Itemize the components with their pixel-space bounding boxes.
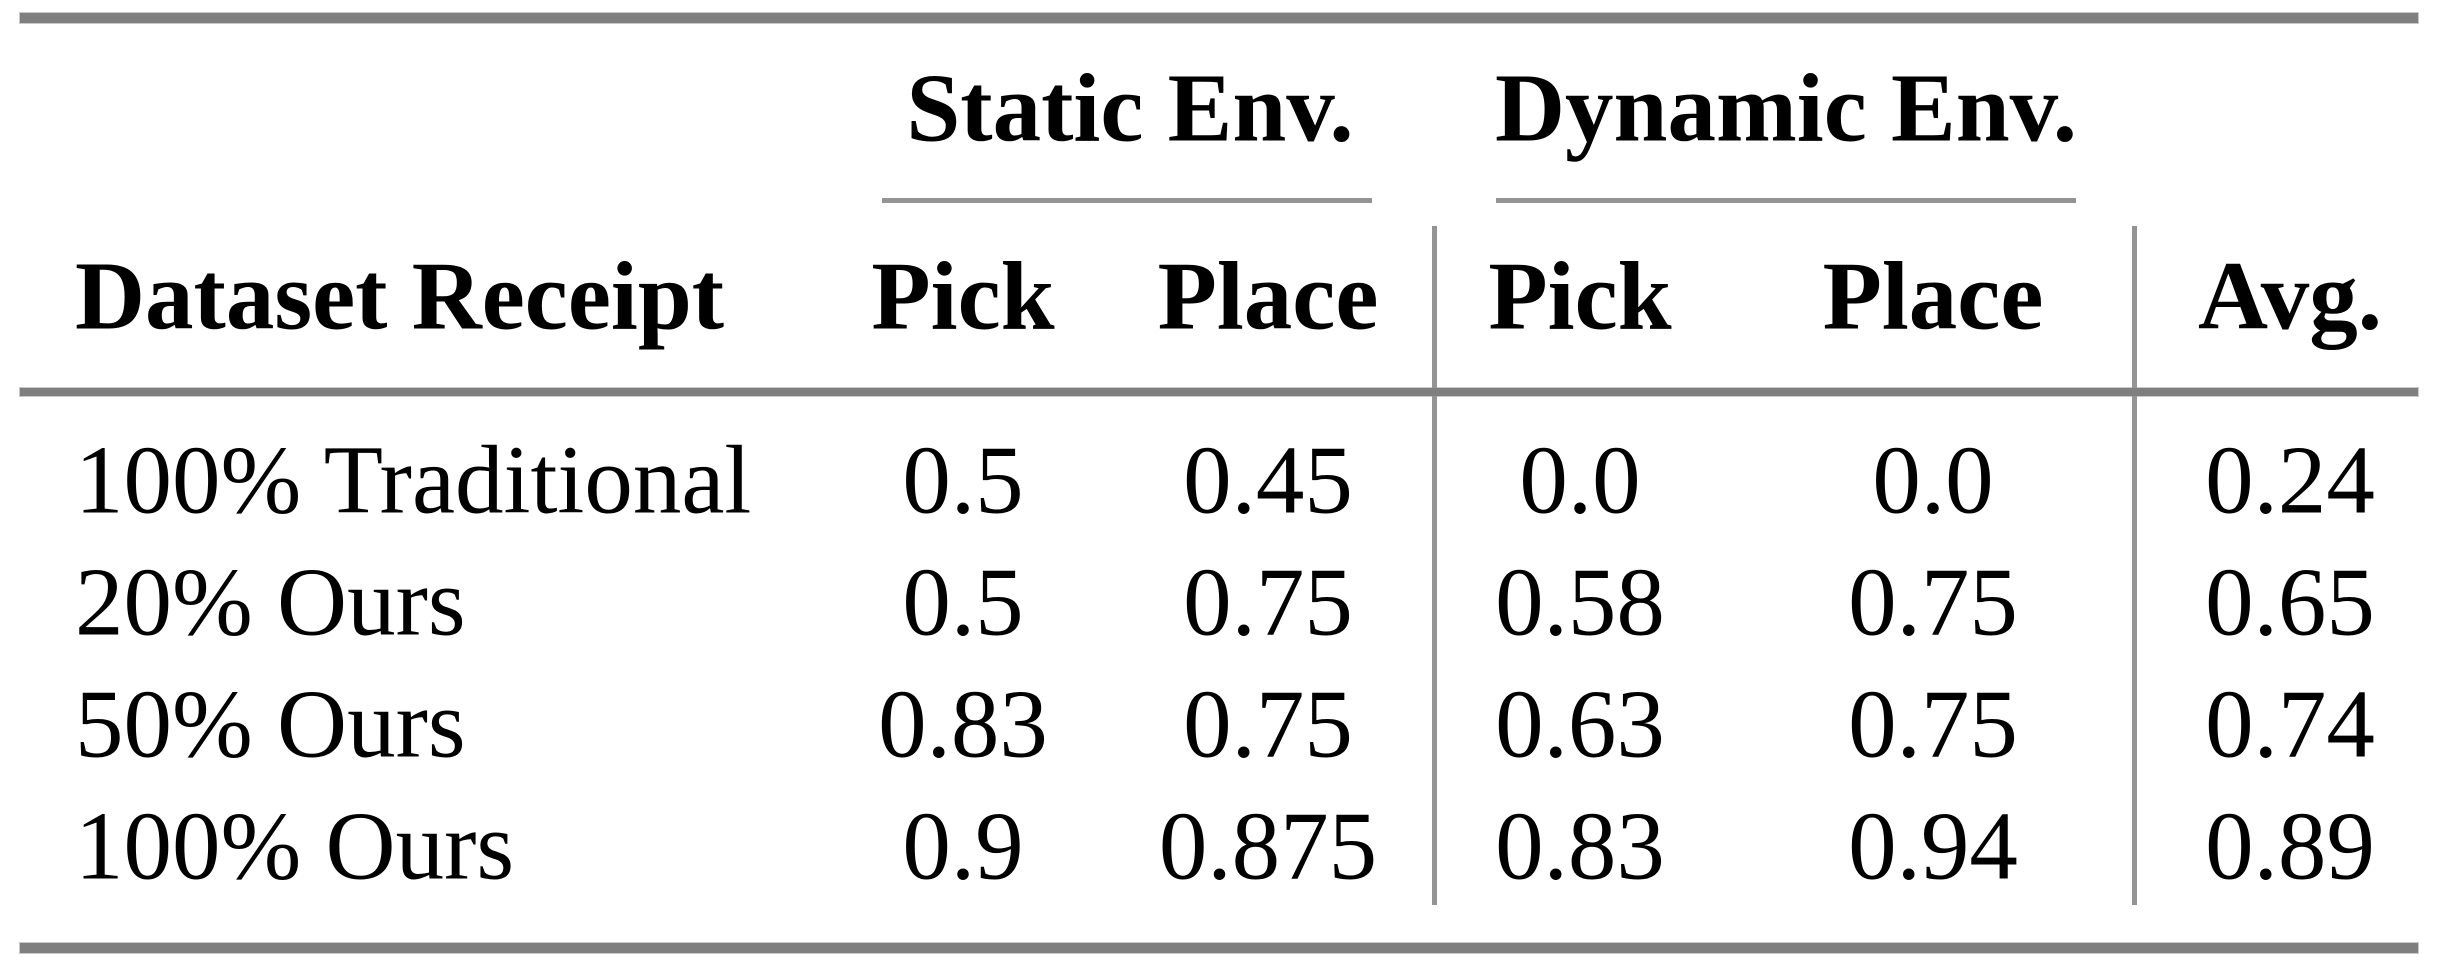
cmidrule-static	[882, 198, 1372, 203]
value-static-place: 0.75	[1183, 670, 1353, 778]
value-avg: 0.74	[2205, 670, 2375, 778]
value-static-pick: 0.5	[902, 426, 1024, 534]
row-label: 20% Ours	[75, 548, 466, 656]
vline-avg-header	[2132, 226, 2137, 388]
col-header-static-place: Place	[1157, 242, 1379, 350]
value-dynamic-place: 0.75	[1848, 548, 2018, 656]
row-label: 100% Traditional	[75, 426, 752, 534]
top-rule	[20, 13, 2418, 23]
vline-avg-body	[2132, 396, 2137, 905]
col-header-dynamic-pick: Pick	[1488, 242, 1672, 350]
value-static-place: 0.875	[1158, 792, 1378, 900]
value-static-pick: 0.83	[878, 670, 1048, 778]
col-header-dataset-receipt: Dataset Receipt	[75, 242, 725, 350]
value-dynamic-place: 0.94	[1848, 792, 2018, 900]
value-dynamic-place: 0.0	[1872, 426, 1994, 534]
value-avg: 0.65	[2205, 548, 2375, 656]
value-static-place: 0.75	[1183, 548, 1353, 656]
row-label: 50% Ours	[75, 670, 466, 778]
mid-rule	[20, 388, 2418, 396]
bottom-rule	[20, 943, 2418, 953]
value-dynamic-pick: 0.0	[1519, 426, 1641, 534]
col-header-static-pick: Pick	[871, 242, 1055, 350]
value-static-pick: 0.5	[902, 548, 1024, 656]
value-dynamic-place: 0.75	[1848, 670, 2018, 778]
cmidrule-dynamic	[1496, 198, 2076, 203]
group-header-static-env: Static Env.	[906, 54, 1354, 162]
vline-static-dynamic-header	[1432, 226, 1437, 388]
value-avg: 0.89	[2205, 792, 2375, 900]
col-header-dynamic-place: Place	[1822, 242, 2044, 350]
value-dynamic-pick: 0.58	[1495, 548, 1665, 656]
value-static-place: 0.45	[1183, 426, 1353, 534]
row-label: 100% Ours	[75, 792, 515, 900]
col-header-avg: Avg.	[2197, 242, 2383, 350]
value-static-pick: 0.9	[902, 792, 1024, 900]
value-avg: 0.24	[2205, 426, 2375, 534]
value-dynamic-pick: 0.83	[1495, 792, 1665, 900]
group-header-dynamic-env: Dynamic Env.	[1494, 54, 2078, 162]
value-dynamic-pick: 0.63	[1495, 670, 1665, 778]
vline-static-dynamic-body	[1432, 396, 1437, 905]
